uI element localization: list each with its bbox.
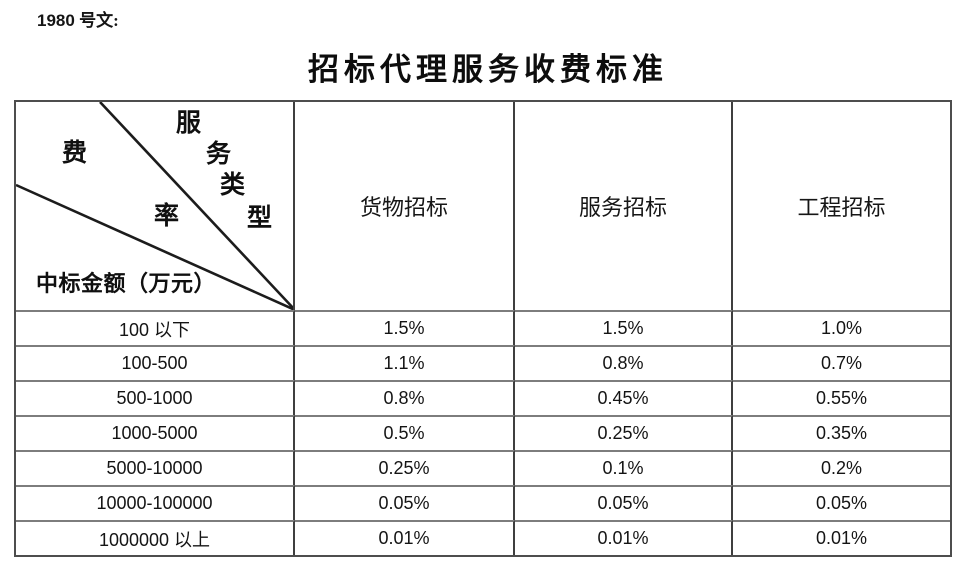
- cell-services-rate: 0.05%: [515, 485, 733, 520]
- corner-fee-char: 费: [62, 140, 88, 167]
- cell-goods-rate: 0.05%: [295, 485, 515, 520]
- cell-goods-rate: 0.01%: [295, 520, 515, 555]
- cell-services-rate: 0.45%: [515, 380, 733, 415]
- corner-amount-label: 中标金额（万元）: [36, 271, 217, 296]
- corner-service-type-char-4: 型: [247, 205, 273, 232]
- cell-works-rate: 0.01%: [733, 520, 950, 555]
- cell-services-rate: 0.25%: [515, 415, 733, 450]
- row-amount-range: 100 以下: [16, 310, 295, 345]
- fee-table: 服 费 务 类 率 型 中标金额（万元） 货物招标 服务招标 工程招标 100 …: [14, 100, 952, 557]
- corner-service-type-char-3: 类: [220, 172, 246, 199]
- cell-goods-rate: 1.1%: [295, 345, 515, 380]
- corner-service-type-char-2: 务: [206, 141, 232, 168]
- cell-services-rate: 0.1%: [515, 450, 733, 485]
- doc-number-suffix: 号文:: [74, 11, 119, 30]
- column-header-works: 工程招标: [797, 195, 886, 220]
- cell-works-rate: 0.05%: [733, 485, 950, 520]
- table-corner-header: 服 费 务 类 率 型 中标金额（万元）: [16, 102, 295, 310]
- cell-goods-rate: 0.25%: [295, 450, 515, 485]
- row-amount-range: 500-1000: [16, 380, 295, 415]
- cell-works-rate: 1.0%: [733, 310, 950, 345]
- cell-works-rate: 0.55%: [733, 380, 950, 415]
- corner-service-type-char-1: 服: [176, 110, 202, 137]
- cell-works-rate: 0.35%: [733, 415, 950, 450]
- column-header-goods: 货物招标: [295, 102, 515, 310]
- column-header-services: 服务招标: [515, 102, 733, 310]
- row-amount-range: 1000000 以上: [16, 520, 295, 555]
- cell-services-rate: 0.8%: [515, 345, 733, 380]
- cell-goods-rate: 0.5%: [295, 415, 515, 450]
- corner-rate-char: 率: [154, 203, 180, 230]
- row-amount-range: 10000-100000: [16, 485, 295, 520]
- cell-works-rate: 0.7%: [733, 345, 950, 380]
- doc-number-value: 1980: [37, 11, 75, 30]
- cell-goods-rate: 1.5%: [295, 310, 515, 345]
- page-title: 招标代理服务收费标准: [308, 52, 668, 87]
- cell-services-rate: 0.01%: [515, 520, 733, 555]
- row-amount-range: 5000-10000: [16, 450, 295, 485]
- row-amount-range: 100-500: [16, 345, 295, 380]
- diagonal-split-lines: [16, 102, 293, 310]
- cell-goods-rate: 0.8%: [295, 380, 515, 415]
- doc-number: 1980 号文:: [37, 6, 119, 31]
- row-amount-range: 1000-5000: [16, 415, 295, 450]
- cell-services-rate: 1.5%: [515, 310, 733, 345]
- cell-works-rate: 0.2%: [733, 450, 950, 485]
